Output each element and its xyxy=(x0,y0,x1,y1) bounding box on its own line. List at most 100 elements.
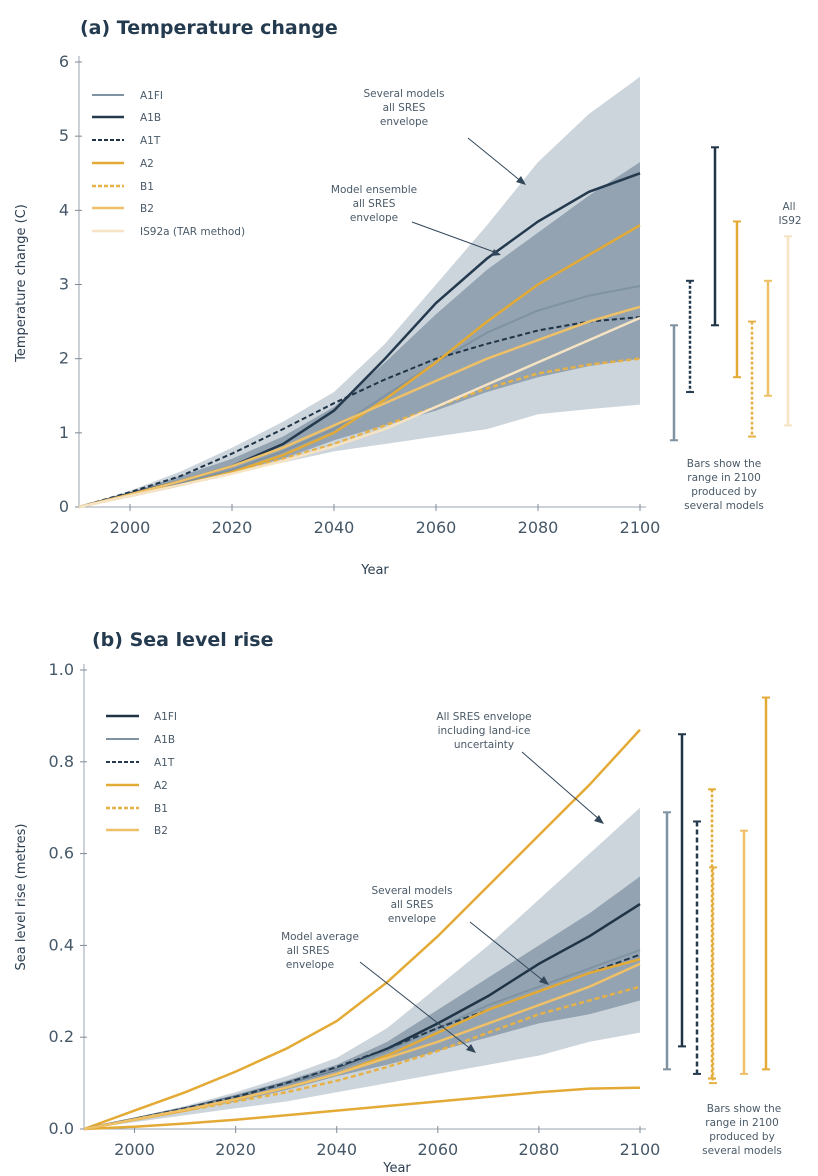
x-tick-label: 2100 xyxy=(620,1140,661,1159)
temperature-chart: (a) Temperature change 0 1 2 3 4 5 6 2000 2020 20… xyxy=(14,17,802,578)
arrow-head-icon xyxy=(594,815,604,824)
svg-text:envelope: envelope xyxy=(286,959,334,971)
svg-text:envelope: envelope xyxy=(388,913,436,925)
svg-text:IS92: IS92 xyxy=(778,215,801,227)
legend-label-a1t: A1T xyxy=(154,757,175,769)
annotation-model-ensemble-a: Model ensemble all SRES envelope xyxy=(331,184,501,256)
annotation-model-average-b: Model average all SRES envelope xyxy=(281,931,476,1053)
envelope-band-0 xyxy=(84,807,640,1129)
y-tick-label: 6 xyxy=(59,52,69,71)
envelope-band-1 xyxy=(79,162,640,507)
arrow-head-icon xyxy=(539,976,549,985)
x-axis-label-b: Year xyxy=(382,1161,411,1176)
y-tick-label: 2 xyxy=(59,349,69,368)
y-tick-label: 1.0 xyxy=(49,660,74,679)
bars-note-b: Bars show the range in 2100 produced by … xyxy=(702,1103,782,1157)
svg-text:All: All xyxy=(782,201,795,213)
y-tick-label: 5 xyxy=(59,126,69,145)
series-line-is92a-tar-method- xyxy=(78,316,641,509)
svg-text:Bars show the: Bars show the xyxy=(707,1103,781,1115)
y-tick-label: 0.4 xyxy=(49,935,74,954)
x-axis-label-a: Year xyxy=(360,563,389,578)
svg-text:all SRES: all SRES xyxy=(383,102,426,114)
legend-label-b2: B2 xyxy=(154,825,168,837)
y-tick-label: 4 xyxy=(59,200,69,219)
annotation-land-ice-b: All SRES envelope including land-ice unc… xyxy=(436,711,604,824)
series-line-a1t xyxy=(78,316,641,508)
y-tick-label: 0.8 xyxy=(49,752,74,771)
svg-text:Bars show the: Bars show the xyxy=(687,458,761,470)
svg-text:produced by: produced by xyxy=(691,486,757,498)
annotation-arrow xyxy=(359,961,473,1051)
arrow-head-icon xyxy=(491,249,501,256)
y-axis-label-a: Temperature change (C) xyxy=(14,204,29,363)
legend-label-a1fi: A1FI xyxy=(154,711,177,723)
series-line-b1 xyxy=(83,985,641,1131)
annotation-several-models-a: Several models all SRES envelope xyxy=(364,88,526,185)
series-line-b2 xyxy=(78,305,641,509)
svg-text:including land-ice: including land-ice xyxy=(438,725,531,737)
annotation-arrow xyxy=(521,751,601,821)
range-bars-b xyxy=(663,696,770,1085)
svg-text:all SRES: all SRES xyxy=(353,198,396,210)
legend-label-a1b: A1B xyxy=(140,112,161,124)
x-tick-label: 2040 xyxy=(316,1140,357,1159)
x-tick-label: 2060 xyxy=(416,518,457,537)
sea-level-plot-area: 0.0 0.2 0.4 0.6 0.8 1.0 2000 2020 2040 2060 2080 21… xyxy=(49,660,661,1159)
legend-b: A1FI A1B A1T A2 B1 B2 xyxy=(106,711,177,837)
svg-text:several models: several models xyxy=(702,1145,782,1157)
x-tick-label: 2000 xyxy=(114,1140,155,1159)
svg-text:Several models: Several models xyxy=(364,88,445,100)
x-tick-label: 2080 xyxy=(519,1140,560,1159)
envelope-line-upper xyxy=(83,728,641,1131)
annotation-several-models-b: Several models all SRES envelope xyxy=(372,885,549,985)
arrow-head-icon xyxy=(516,176,526,185)
svg-text:All SRES envelope: All SRES envelope xyxy=(436,711,531,723)
series-line-a1fi xyxy=(78,285,641,508)
annotation-arrow xyxy=(469,921,546,983)
svg-text:Model average: Model average xyxy=(281,931,359,943)
legend-label-a1b: A1B xyxy=(154,734,175,746)
y-tick-label: 3 xyxy=(59,275,69,294)
x-tick-label: 2040 xyxy=(314,518,355,537)
legend-label-a1fi: A1FI xyxy=(140,90,163,102)
envelope-line-lower xyxy=(83,1086,641,1131)
range-bars-a xyxy=(670,146,792,442)
svg-text:several models: several models xyxy=(684,500,764,512)
legend-a: A1FI A1B A1T A2 B1 B2 IS92a (TAR method) xyxy=(92,90,245,238)
x-tick-label: 2100 xyxy=(620,518,661,537)
y-axis-label-b: Sea level rise (metres) xyxy=(14,824,29,971)
annotation-arrow xyxy=(467,137,523,183)
y-tick-label: 1 xyxy=(59,423,69,442)
legend-label-is92a: IS92a (TAR method) xyxy=(140,226,245,238)
legend-label-a2: A2 xyxy=(154,780,168,792)
y-tick-label: 0.0 xyxy=(49,1119,74,1138)
svg-text:Model ensemble: Model ensemble xyxy=(331,184,417,196)
svg-text:uncertainty: uncertainty xyxy=(454,739,514,751)
y-tick-label: 0.6 xyxy=(49,844,74,863)
x-tick-label: 2060 xyxy=(417,1140,458,1159)
chart-title-b: (b) Sea level rise xyxy=(92,629,273,651)
svg-text:range in 2100: range in 2100 xyxy=(705,1117,779,1129)
svg-text:range in 2100: range in 2100 xyxy=(687,472,761,484)
envelope-band-0 xyxy=(79,76,640,508)
series-line-b1 xyxy=(78,357,641,509)
legend-label-a2: A2 xyxy=(140,158,154,170)
temperature-plot-area: 0 1 2 3 4 5 6 2000 2020 2040 2060 2080 2100 xyxy=(59,52,661,537)
svg-text:all SRES: all SRES xyxy=(391,899,434,911)
x-tick-label: 2020 xyxy=(212,518,253,537)
annotation-arrow xyxy=(411,221,498,254)
legend-label-b2: B2 xyxy=(140,203,154,215)
legend-label-a1t: A1T xyxy=(140,135,161,147)
svg-text:envelope: envelope xyxy=(380,116,428,128)
svg-text:produced by: produced by xyxy=(709,1131,775,1143)
svg-text:all SRES: all SRES xyxy=(287,945,330,957)
x-tick-label: 2020 xyxy=(215,1140,256,1159)
bars-note-a: Bars show the range in 2100 produced by … xyxy=(684,458,764,512)
legend-label-b1: B1 xyxy=(154,803,168,815)
arrow-head-icon xyxy=(466,1044,476,1053)
chart-title-a: (a) Temperature change xyxy=(80,17,338,39)
series-line-b2 xyxy=(83,962,641,1131)
sea-level-chart: (b) Sea level rise 0.0 0.2 0.4 0.6 0.8 1.0 200… xyxy=(14,629,782,1176)
